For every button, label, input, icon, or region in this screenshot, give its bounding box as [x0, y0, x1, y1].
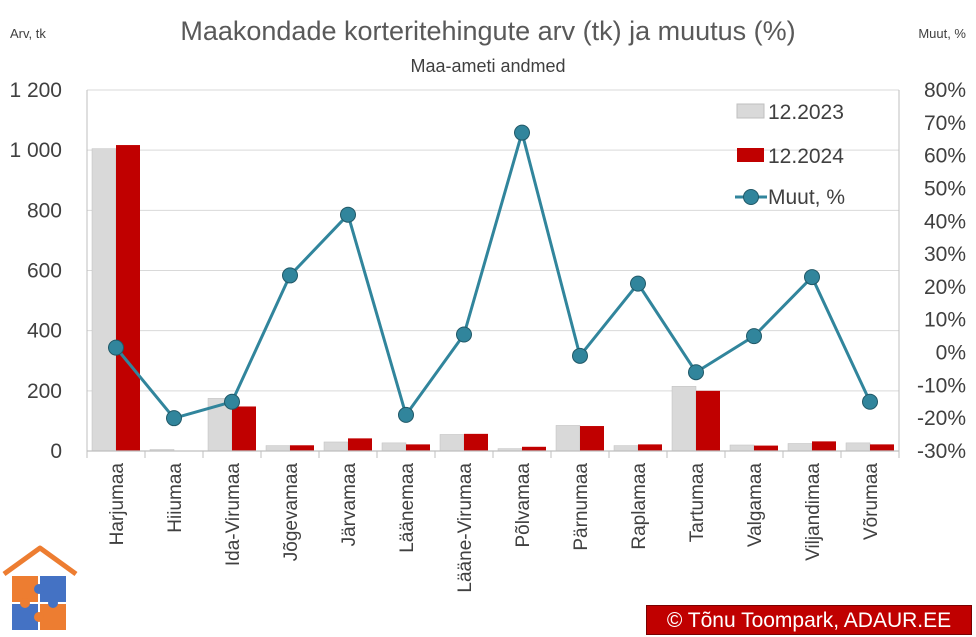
bar-12.2023 — [381, 442, 407, 452]
right-tick-label: 50% — [924, 177, 966, 200]
bar-12.2024 — [232, 406, 256, 451]
labels: 0 200 400 600 800 1 000 1 200 -30% -20% -10% 0% 10%… — [9, 79, 966, 593]
left-tick-label: 1 200 — [9, 79, 62, 102]
credit-badge: © Tõnu Toompark, ADAUR.EE — [646, 605, 972, 635]
right-tick-label: -10% — [917, 374, 966, 397]
bar-12.2024 — [870, 444, 894, 451]
bar-12.2024 — [580, 426, 604, 451]
left-tick-label: 0 — [50, 440, 62, 463]
change-point — [804, 269, 820, 286]
bar-12.2024 — [290, 445, 314, 451]
bar-12.2023 — [323, 441, 349, 452]
right-tick-label: 40% — [924, 210, 966, 233]
category-label: Raplamaa — [629, 463, 650, 550]
category-label: Järvamaa — [339, 463, 360, 547]
right-tick-label: 30% — [924, 243, 966, 266]
right-tick-label: 20% — [924, 276, 966, 299]
change-line-path — [114, 131, 872, 420]
bar-12.2024 — [754, 445, 778, 451]
bar-12.2024 — [116, 145, 140, 452]
category-label: Harjumaa — [107, 463, 128, 546]
left-tick-label: 800 — [27, 199, 62, 222]
right-tick-label: 70% — [924, 112, 966, 135]
right-tick-label: 80% — [924, 79, 966, 102]
bar-12.2023 — [729, 444, 755, 452]
category-label: Ida-Virumaa — [223, 463, 244, 567]
change-point — [862, 393, 878, 410]
change-point — [456, 326, 472, 343]
category-label: Jõgevamaa — [281, 463, 302, 562]
bar-12.2023 — [787, 443, 813, 452]
change-line — [108, 124, 878, 427]
legend: 12.2023 12.2024 Muut, % — [735, 101, 845, 209]
category-label: Viljandimaa — [803, 463, 824, 561]
bar-12.2023 — [91, 148, 117, 452]
change-point — [108, 339, 124, 356]
change-point — [746, 328, 762, 345]
category-label: Võrumaa — [861, 463, 882, 541]
legend-swatch — [736, 103, 765, 119]
bar-12.2024 — [696, 390, 720, 451]
gridlines — [87, 89, 899, 392]
legend-label: Muut, % — [768, 186, 845, 209]
house-puzzle-logo — [2, 545, 78, 630]
right-tick-label: -20% — [917, 407, 966, 430]
right-tick-label: 10% — [924, 309, 966, 332]
legend-label: 12.2023 — [768, 101, 844, 124]
bars — [91, 145, 894, 452]
legend-swatch — [737, 148, 764, 162]
left-tick-label: 1 000 — [9, 139, 62, 162]
bar-12.2023 — [439, 434, 465, 452]
category-label: Valgamaa — [745, 463, 766, 548]
bar-12.2024 — [638, 444, 662, 451]
bar-12.2024 — [406, 444, 430, 451]
bar-12.2024 — [522, 446, 546, 451]
category-label: Põlvamaa — [513, 463, 534, 548]
chart-subtitle: Maa-ameti andmed — [410, 56, 565, 76]
change-point — [224, 393, 240, 410]
right-tick-label: -30% — [917, 440, 966, 463]
chart-title: Maakondade korteritehingute arv (tk) ja … — [180, 16, 795, 46]
category-label: Tartumaa — [687, 463, 708, 543]
right-tick-label: 0% — [936, 342, 966, 365]
category-label: Pärnumaa — [571, 463, 592, 551]
left-tick-label: 400 — [27, 320, 62, 343]
category-label: Lääne-Virumaa — [455, 463, 476, 593]
bar-12.2024 — [348, 438, 372, 451]
bar-12.2023 — [265, 445, 291, 452]
bar-12.2024 — [812, 441, 836, 451]
right-tick-label: 60% — [924, 145, 966, 168]
change-point — [340, 206, 356, 223]
change-point — [572, 347, 588, 364]
change-point — [630, 275, 646, 292]
left-tick-label: 600 — [27, 260, 62, 283]
change-point — [514, 124, 530, 141]
category-label: Hiiumaa — [165, 463, 186, 533]
bar-12.2023 — [671, 386, 697, 452]
bar-12.2023 — [555, 425, 581, 452]
change-point — [282, 267, 298, 284]
category-label: Läänemaa — [397, 463, 418, 553]
change-point — [166, 410, 182, 427]
bar-12.2024 — [464, 433, 488, 451]
legend-label: 12.2024 — [768, 145, 844, 168]
bar-12.2023 — [845, 442, 871, 452]
right-axis-unit: Muut, % — [918, 26, 966, 41]
change-point — [688, 364, 704, 381]
change-point — [398, 406, 414, 423]
left-axis-unit: Arv, tk — [10, 26, 46, 41]
axes — [86, 90, 900, 458]
legend-marker — [743, 189, 759, 205]
left-tick-label: 200 — [27, 380, 62, 403]
bar-12.2023 — [613, 445, 639, 452]
